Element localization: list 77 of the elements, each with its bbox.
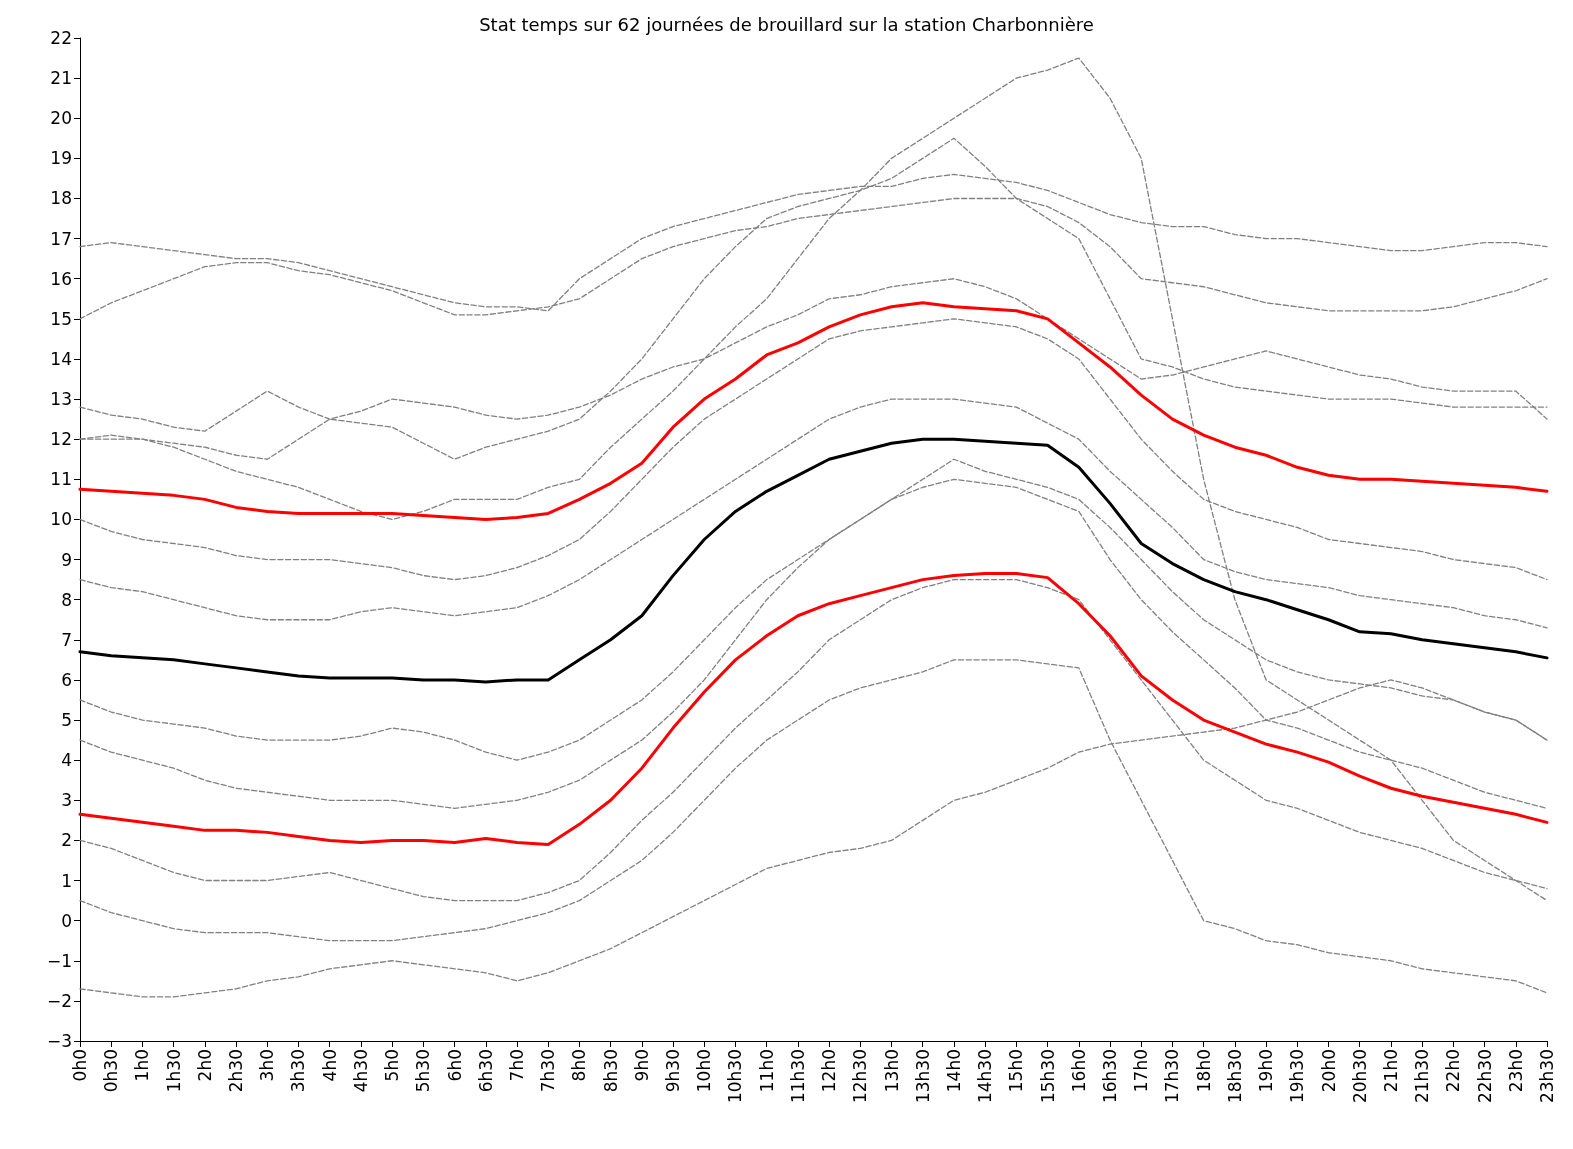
- x-tick-label: 7h0: [506, 1049, 527, 1082]
- x-tick-label: 2h0: [194, 1049, 215, 1082]
- x-tick-label: 4h0: [319, 1049, 340, 1082]
- y-tick-label: 4: [61, 750, 72, 771]
- y-tick-label: 7: [61, 629, 72, 650]
- x-tick-label: 8h0: [569, 1049, 590, 1082]
- x-tick-label: 22h0: [1443, 1049, 1464, 1093]
- x-tick-label: 18h0: [1193, 1049, 1214, 1093]
- y-tick-label: 16: [50, 268, 72, 289]
- x-tick-label: 4h30: [350, 1049, 371, 1093]
- x-tick-label: 5h0: [382, 1049, 403, 1082]
- x-tick-label: 16h0: [1068, 1049, 1089, 1093]
- y-tick-label: −1: [46, 950, 72, 971]
- x-tick-label: 20h0: [1318, 1049, 1339, 1093]
- x-tick-label: 19h0: [1256, 1049, 1277, 1093]
- x-tick-label: 9h0: [631, 1049, 652, 1082]
- y-tick-label: 12: [50, 429, 72, 450]
- x-tick-label: 1h0: [132, 1049, 153, 1082]
- x-tick-label: 21h30: [1412, 1049, 1433, 1104]
- x-tick-label: 8h30: [600, 1049, 621, 1093]
- y-tick-label: 18: [50, 188, 72, 209]
- y-tick-label: 15: [50, 308, 72, 329]
- y-tick-label: 19: [50, 148, 72, 169]
- y-tick-label: 8: [61, 589, 72, 610]
- y-tick-label: 0: [61, 910, 72, 931]
- x-tick-label: 22h30: [1474, 1049, 1495, 1104]
- x-tick-label: 7h30: [538, 1049, 559, 1093]
- y-tick-label: 20: [50, 108, 72, 129]
- x-tick-label: 15h30: [1037, 1049, 1058, 1104]
- x-tick-label: 17h0: [1131, 1049, 1152, 1093]
- x-tick-label: 2h30: [226, 1049, 247, 1093]
- chart-title: Stat temps sur 62 journées de brouillard sur la station Charbonnière: [479, 13, 1094, 35]
- x-tick-label: 12h30: [850, 1049, 871, 1104]
- y-tick-label: 22: [50, 28, 72, 48]
- x-tick-label: 23h30: [1537, 1049, 1557, 1104]
- y-tick-label: 10: [50, 509, 72, 530]
- x-tick-label: 1h30: [163, 1049, 184, 1093]
- x-tick-label: 5h30: [413, 1049, 434, 1093]
- x-tick-label: 11h30: [787, 1049, 808, 1104]
- y-tick-label: −2: [46, 990, 72, 1011]
- x-tick-label: 13h30: [912, 1049, 933, 1104]
- y-tick-label: 17: [50, 228, 72, 249]
- y-tick-label: 21: [50, 68, 72, 89]
- x-tick-label: 20h30: [1349, 1049, 1370, 1104]
- x-tick-label: 11h0: [756, 1049, 777, 1093]
- y-tick-label: 11: [50, 469, 72, 490]
- x-tick-label: 10h0: [694, 1049, 715, 1093]
- y-tick-label: 5: [61, 710, 72, 731]
- x-tick-label: 6h0: [444, 1049, 465, 1082]
- y-tick-label: 13: [50, 389, 72, 410]
- x-tick-label: 12h0: [819, 1049, 840, 1093]
- y-tick-label: 9: [61, 549, 72, 570]
- x-tick-label: 0h30: [101, 1049, 122, 1093]
- x-tick-label: 16h30: [1100, 1049, 1121, 1104]
- x-tick-label: 15h0: [1006, 1049, 1027, 1093]
- x-tick-label: 19h30: [1287, 1049, 1308, 1104]
- x-tick-label: 17h30: [1162, 1049, 1183, 1104]
- x-tick-label: 14h0: [943, 1049, 964, 1093]
- y-tick-label: 3: [61, 790, 72, 811]
- x-tick-label: 18h30: [1224, 1049, 1245, 1104]
- x-tick-label: 13h0: [881, 1049, 902, 1093]
- y-tick-label: 1: [61, 870, 72, 891]
- x-tick-label: 9h30: [663, 1049, 684, 1093]
- y-tick-label: 14: [50, 348, 72, 369]
- x-tick-label: 10h30: [725, 1049, 746, 1104]
- y-tick-label: −3: [46, 1031, 72, 1051]
- y-tick-label: 6: [61, 669, 72, 690]
- x-tick-label: 21h0: [1380, 1049, 1401, 1093]
- line-series: [78, 301, 1549, 521]
- x-tick-label: 6h30: [475, 1049, 496, 1093]
- y-tick-label: 2: [61, 830, 72, 851]
- x-tick-label: 3h30: [288, 1049, 309, 1093]
- x-tick-label: 0h0: [70, 1049, 90, 1082]
- line-series: [78, 572, 1549, 846]
- x-tick-label: 23h0: [1505, 1049, 1526, 1093]
- x-tick-label: 3h0: [257, 1049, 278, 1082]
- x-tick-label: 14h30: [975, 1049, 996, 1104]
